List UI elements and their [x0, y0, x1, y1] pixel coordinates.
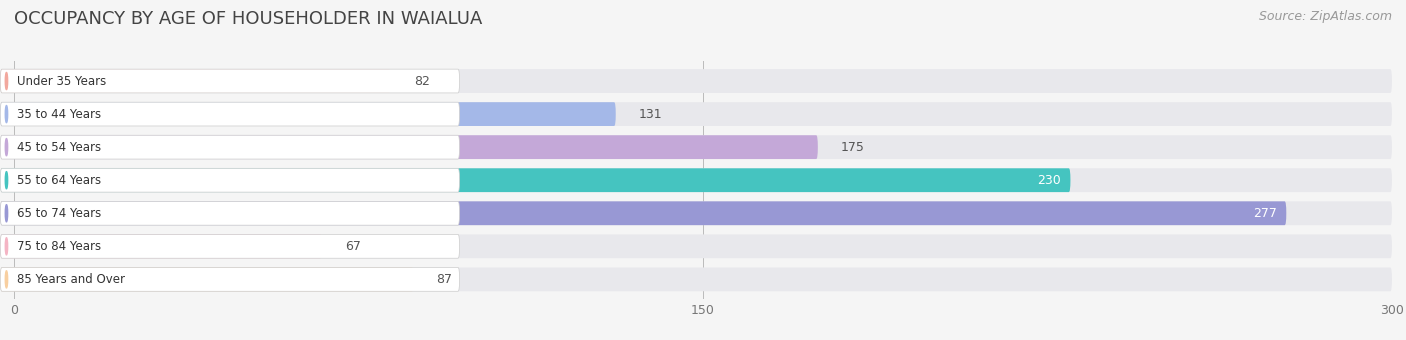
Circle shape [6, 139, 7, 156]
Text: OCCUPANCY BY AGE OF HOUSEHOLDER IN WAIALUA: OCCUPANCY BY AGE OF HOUSEHOLDER IN WAIAL… [14, 10, 482, 28]
Circle shape [6, 72, 7, 90]
Text: 75 to 84 Years: 75 to 84 Years [17, 240, 101, 253]
Text: 35 to 44 Years: 35 to 44 Years [17, 107, 101, 121]
Circle shape [6, 172, 7, 189]
Text: 82: 82 [413, 74, 429, 87]
Text: 230: 230 [1038, 174, 1062, 187]
Text: Source: ZipAtlas.com: Source: ZipAtlas.com [1258, 10, 1392, 23]
FancyBboxPatch shape [0, 135, 460, 159]
FancyBboxPatch shape [0, 268, 413, 291]
Circle shape [6, 238, 7, 255]
FancyBboxPatch shape [0, 102, 616, 126]
Text: 85 Years and Over: 85 Years and Over [17, 273, 125, 286]
Text: Under 35 Years: Under 35 Years [17, 74, 107, 87]
Text: 277: 277 [1253, 207, 1277, 220]
Text: 131: 131 [638, 107, 662, 121]
Text: 67: 67 [344, 240, 360, 253]
Circle shape [6, 205, 7, 222]
FancyBboxPatch shape [0, 69, 391, 93]
FancyBboxPatch shape [0, 168, 1070, 192]
FancyBboxPatch shape [0, 234, 1392, 258]
Text: 87: 87 [437, 273, 453, 286]
FancyBboxPatch shape [0, 201, 1392, 225]
FancyBboxPatch shape [0, 69, 1392, 93]
FancyBboxPatch shape [0, 135, 818, 159]
Circle shape [6, 105, 7, 123]
FancyBboxPatch shape [0, 168, 1392, 192]
Circle shape [6, 271, 7, 288]
Text: 175: 175 [841, 141, 865, 154]
FancyBboxPatch shape [0, 102, 460, 126]
FancyBboxPatch shape [0, 268, 460, 291]
FancyBboxPatch shape [0, 69, 460, 93]
FancyBboxPatch shape [0, 201, 1286, 225]
Text: 45 to 54 Years: 45 to 54 Years [17, 141, 101, 154]
FancyBboxPatch shape [0, 102, 1392, 126]
FancyBboxPatch shape [0, 268, 1392, 291]
FancyBboxPatch shape [0, 168, 460, 192]
Text: 55 to 64 Years: 55 to 64 Years [17, 174, 101, 187]
Text: 65 to 74 Years: 65 to 74 Years [17, 207, 101, 220]
FancyBboxPatch shape [0, 135, 1392, 159]
FancyBboxPatch shape [0, 234, 322, 258]
FancyBboxPatch shape [0, 234, 460, 258]
FancyBboxPatch shape [0, 201, 460, 225]
